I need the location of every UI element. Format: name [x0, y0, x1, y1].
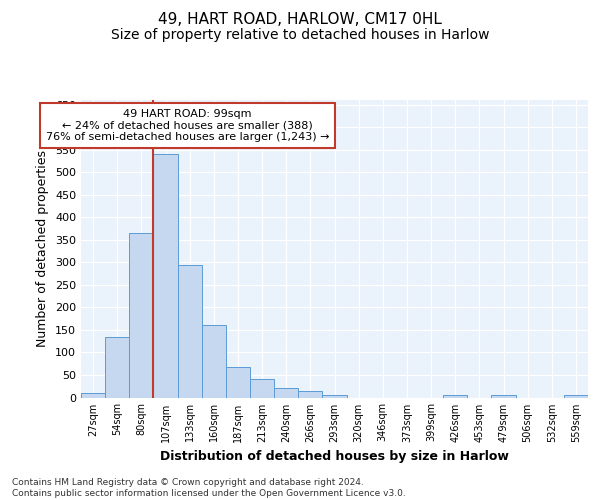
- Bar: [443, 395, 467, 398]
- Text: Contains HM Land Registry data © Crown copyright and database right 2024.
Contai: Contains HM Land Registry data © Crown c…: [12, 478, 406, 498]
- Bar: [491, 395, 515, 398]
- Bar: [322, 395, 347, 398]
- Bar: [298, 390, 322, 398]
- Bar: [178, 264, 202, 398]
- Bar: [129, 233, 154, 398]
- Text: Size of property relative to detached houses in Harlow: Size of property relative to detached ho…: [111, 28, 489, 42]
- Bar: [154, 154, 178, 398]
- Y-axis label: Number of detached properties: Number of detached properties: [37, 150, 49, 348]
- X-axis label: Distribution of detached houses by size in Harlow: Distribution of detached houses by size …: [160, 450, 509, 463]
- Bar: [81, 393, 105, 398]
- Bar: [564, 395, 588, 398]
- Text: 49, HART ROAD, HARLOW, CM17 0HL: 49, HART ROAD, HARLOW, CM17 0HL: [158, 12, 442, 28]
- Bar: [226, 368, 250, 398]
- Text: 49 HART ROAD: 99sqm
← 24% of detached houses are smaller (388)
76% of semi-detac: 49 HART ROAD: 99sqm ← 24% of detached ho…: [46, 109, 329, 142]
- Bar: [105, 336, 129, 398]
- Bar: [202, 326, 226, 398]
- Bar: [274, 388, 298, 398]
- Bar: [250, 380, 274, 398]
